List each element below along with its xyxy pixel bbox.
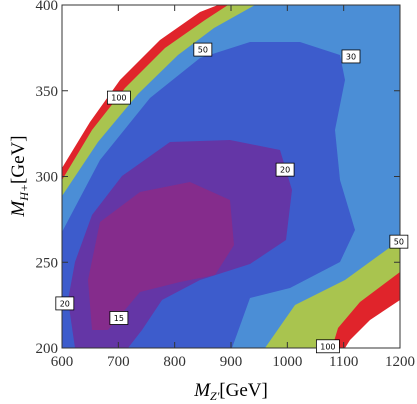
x-label-symbol: M [193, 380, 211, 401]
x-axis-label: MZ'[GeV] [193, 380, 268, 403]
contour-label: 20 [60, 299, 70, 308]
contour-label-box [389, 234, 409, 249]
x-tick-label: 1000 [272, 354, 302, 370]
chart-content: 600 700 800 900 1000 1100 1200 200 250 300 350 400 1… [36, 0, 416, 370]
contour-label: 15 [114, 314, 124, 323]
contour-label-box [341, 49, 361, 64]
contour-label: 50 [198, 46, 208, 55]
contour-label-box [193, 42, 213, 57]
contour-label: 50 [394, 238, 404, 247]
x-tick-label: 1100 [329, 354, 358, 370]
y-label-unit: [GeV] [8, 135, 29, 184]
contour-label: 30 [346, 52, 356, 61]
contour-label: 100 [320, 342, 335, 351]
contour-label-box [109, 311, 129, 325]
y-label-symbol: M [8, 200, 29, 218]
contour-label-box [106, 90, 131, 105]
y-tick-label: 300 [36, 170, 59, 186]
contour-label: 100 [111, 94, 126, 103]
y-tick-label: 350 [36, 84, 59, 100]
x-tick-label: 800 [163, 354, 186, 370]
y-tick-label: 400 [36, 0, 59, 14]
x-tick-label: 900 [220, 354, 243, 370]
x-tick-label: 1200 [385, 354, 415, 370]
x-tick-label: 700 [107, 354, 130, 370]
y-axis-label: MH+[GeV] [8, 135, 31, 217]
contour-label-box [55, 296, 75, 311]
y-label-subscript: H+ [17, 184, 31, 202]
contour-label-box [315, 339, 340, 354]
contour-label: 20 [280, 166, 290, 175]
region-10 [88, 182, 234, 330]
x-label-subscript: Z' [210, 389, 220, 403]
y-tick-label: 250 [36, 255, 59, 271]
contour-label-box [275, 162, 295, 177]
y-tick-label: 200 [36, 341, 59, 357]
x-tick-label: 600 [51, 354, 74, 370]
x-label-unit: [GeV] [219, 380, 268, 401]
